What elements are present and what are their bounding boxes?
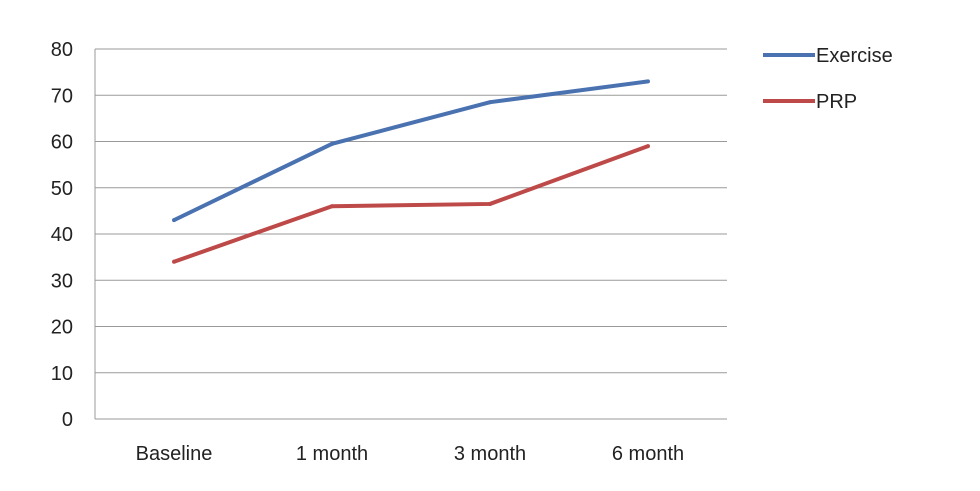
x-tick-label: 3 month bbox=[454, 443, 526, 465]
gridlines bbox=[94, 48, 727, 420]
series-lines bbox=[172, 79, 650, 264]
y-tick-label: 20 bbox=[51, 317, 73, 339]
data-point-prp bbox=[172, 259, 176, 264]
data-point-exercise bbox=[330, 141, 334, 146]
y-tick-label: 10 bbox=[51, 363, 73, 385]
y-tick-label: 70 bbox=[51, 85, 73, 107]
y-axis-tick-labels: 0 10 20 30 40 50 60 70 80 bbox=[51, 39, 73, 431]
x-axis-tick-labels: Baseline 1 month 3 month 6 month bbox=[136, 443, 684, 465]
y-tick-label: 40 bbox=[51, 224, 73, 246]
data-point-prp bbox=[330, 204, 334, 209]
x-tick-label: Baseline bbox=[136, 443, 213, 465]
legend-label-prp: PRP bbox=[816, 91, 857, 113]
x-tick-label: 6 month bbox=[612, 443, 684, 465]
y-tick-label: 0 bbox=[62, 409, 73, 431]
x-tick-label: 1 month bbox=[296, 443, 368, 465]
legend-label-exercise: Exercise bbox=[816, 45, 893, 67]
data-point-prp bbox=[488, 201, 492, 206]
y-tick-label: 30 bbox=[51, 270, 73, 292]
series-line-exercise bbox=[173, 79, 649, 222]
data-point-exercise bbox=[646, 79, 650, 84]
data-point-exercise bbox=[172, 218, 176, 223]
series-line-prp bbox=[173, 144, 649, 264]
data-point-prp bbox=[646, 144, 650, 149]
legend: Exercise PRP bbox=[763, 45, 893, 113]
y-tick-label: 80 bbox=[51, 39, 73, 61]
data-point-exercise bbox=[488, 100, 492, 105]
y-tick-label: 60 bbox=[51, 132, 73, 154]
y-tick-label: 50 bbox=[51, 178, 73, 200]
